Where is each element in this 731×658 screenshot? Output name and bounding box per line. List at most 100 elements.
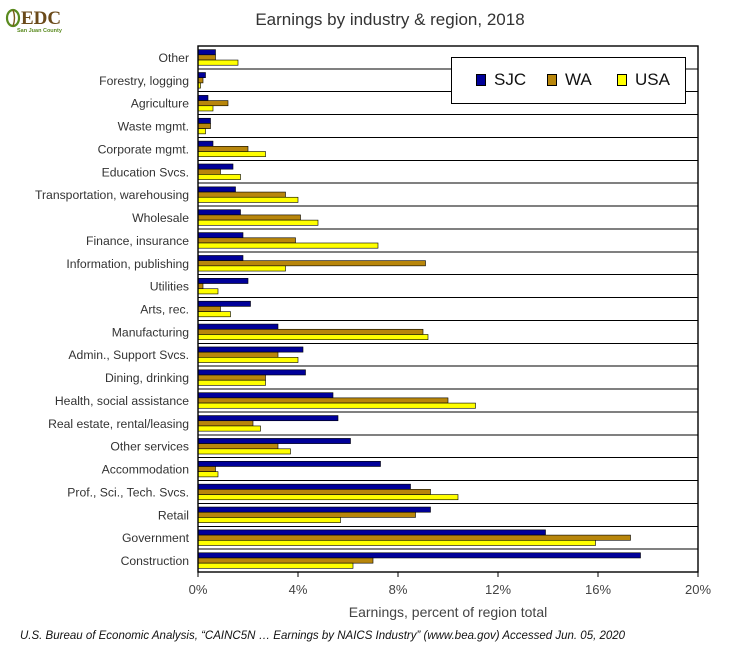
- bar-wa: [197, 443, 279, 450]
- category-label: Finance, insurance: [86, 234, 189, 248]
- bar-wa: [197, 146, 249, 152]
- legend-item-wa: WA: [547, 70, 592, 90]
- bars: [197, 49, 641, 569]
- legend-label: SJC: [494, 70, 527, 89]
- category-label: Information, publishing: [66, 257, 189, 271]
- bar-wa: [197, 260, 426, 267]
- bar-usa: [197, 219, 319, 226]
- bar-usa: [197, 494, 459, 501]
- category-label: Admin., Support Svcs.: [68, 348, 189, 362]
- x-tick-label: 20%: [685, 582, 711, 597]
- bar-wa: [197, 283, 204, 290]
- bar-sjc: [197, 232, 244, 239]
- bar-wa: [197, 466, 216, 472]
- bar-sjc: [197, 483, 411, 490]
- bar-sjc: [197, 186, 236, 193]
- bar-sjc: [197, 300, 251, 307]
- category-label: Government: [122, 531, 190, 545]
- legend-label: WA: [565, 70, 592, 89]
- bar-usa: [197, 562, 354, 569]
- x-axis-ticks: [197, 572, 699, 577]
- chart-title: Earnings by industry & region, 2018: [255, 10, 525, 29]
- bar-sjc: [197, 369, 306, 376]
- bar-sjc: [197, 117, 211, 124]
- logo-text: EDC: [21, 8, 61, 29]
- category-label: Real estate, rental/leasing: [48, 417, 189, 431]
- bar-wa: [197, 306, 221, 312]
- legend-item-sjc: SJC: [476, 70, 526, 90]
- x-tick-label: 4%: [289, 582, 308, 597]
- x-tick-label: 0%: [189, 582, 208, 597]
- bar-usa: [197, 174, 241, 180]
- source-note: U.S. Bureau of Economic Analysis, “CAINC…: [20, 630, 626, 642]
- bar-sjc: [197, 278, 249, 284]
- category-label: Corporate mgmt.: [98, 142, 189, 156]
- bar-wa: [197, 191, 286, 198]
- bar-usa: [197, 151, 266, 158]
- bar-wa: [197, 420, 254, 427]
- bar-wa: [197, 168, 221, 175]
- bar-sjc: [197, 209, 241, 216]
- bar-wa: [197, 77, 204, 84]
- x-axis-title: Earnings, percent of region total: [348, 604, 548, 620]
- category-label: Other: [159, 51, 189, 65]
- category-label: Agriculture: [131, 97, 189, 111]
- bar-wa: [197, 123, 211, 129]
- legend-label: USA: [635, 70, 670, 89]
- bar-usa: [197, 105, 214, 112]
- bar-wa: [197, 100, 229, 107]
- bar-wa: [197, 214, 301, 221]
- bar-usa: [197, 425, 261, 432]
- bar-sjc: [197, 49, 216, 56]
- bar-wa: [197, 511, 416, 518]
- bar-sjc: [197, 506, 431, 513]
- category-label: Arts, rec.: [140, 303, 189, 317]
- bar-wa: [197, 237, 296, 244]
- bar-sjc: [197, 95, 209, 101]
- bar-usa: [197, 379, 266, 386]
- bar-usa: [197, 402, 476, 409]
- bar-wa: [197, 557, 374, 564]
- category-label: Transportation, warehousing: [35, 188, 189, 202]
- x-tick-label: 8%: [389, 582, 408, 597]
- category-label: Education Svcs.: [102, 165, 189, 179]
- bar-wa: [197, 534, 631, 541]
- bar-wa: [197, 489, 431, 495]
- bar-sjc: [197, 415, 339, 422]
- bar-usa: [197, 357, 299, 363]
- bar-sjc: [197, 140, 214, 147]
- x-tick-label: 12%: [485, 582, 511, 597]
- category-label: Utilities: [150, 280, 189, 294]
- logo-subtext: San Juan County: [17, 28, 63, 34]
- bar-sjc: [197, 323, 279, 330]
- category-label: Other services: [110, 440, 189, 454]
- bar-usa: [197, 242, 379, 249]
- category-separators: [198, 68, 698, 550]
- category-label: Forestry, logging: [99, 74, 189, 88]
- legend-item-usa: USA: [617, 70, 670, 90]
- legend-swatch: [547, 74, 557, 86]
- legend: SJC WA USA: [451, 57, 686, 104]
- legend-swatch: [476, 74, 486, 86]
- bar-sjc: [197, 460, 381, 467]
- bar-usa: [197, 59, 239, 66]
- bar-sjc: [197, 72, 206, 79]
- leaf-icon: [5, 8, 21, 28]
- bar-sjc: [197, 552, 641, 559]
- bar-usa: [197, 196, 299, 203]
- bar-wa: [197, 374, 266, 381]
- bar-sjc: [197, 346, 304, 353]
- bar-usa: [197, 288, 219, 295]
- bar-wa: [197, 351, 279, 358]
- category-label: Wholesale: [132, 211, 189, 225]
- category-label: Prof., Sci., Tech. Svcs.: [67, 485, 189, 499]
- bar-sjc: [197, 392, 334, 399]
- bar-sjc: [197, 163, 234, 170]
- bar-usa: [197, 311, 231, 318]
- bar-wa: [197, 328, 424, 335]
- x-axis-tick-labels: 0% 4% 8% 12% 16% 20%: [189, 582, 712, 597]
- category-label: Retail: [158, 508, 189, 522]
- bar-sjc: [197, 438, 351, 444]
- bar-wa: [197, 54, 216, 61]
